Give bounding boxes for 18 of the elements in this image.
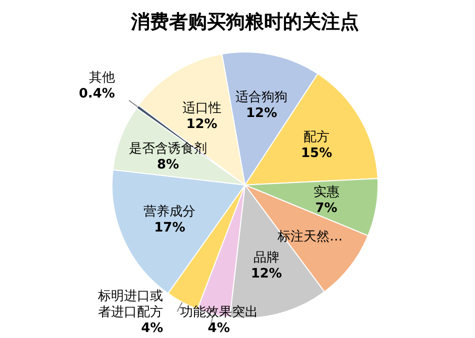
slice-label: 其他 (88, 70, 115, 86)
data-label: 0.4% (78, 86, 115, 102)
slice-label: 标明进口或者进口配方 (97, 289, 164, 320)
data-label: 7% (315, 201, 338, 216)
data-label: 4% (141, 321, 164, 336)
data-label: 4% (208, 321, 230, 336)
data-label: 17% (154, 220, 186, 236)
slice-label: 适合狗狗 (236, 90, 288, 106)
slice-label: 品牌 (253, 250, 280, 266)
slice-label: 实惠 (313, 185, 340, 200)
data-label: 15% (300, 146, 332, 162)
slice-label: 功能效果突出 (180, 305, 258, 320)
slice-label: 营养成分 (144, 204, 196, 220)
slice-label: 配方 (304, 129, 330, 146)
data-label: 12% (250, 266, 282, 282)
slice-label: 标注天然… (276, 230, 343, 245)
chart-title: 消费者购买狗粮时的关注点 (130, 11, 359, 33)
data-label: 12% (246, 106, 278, 122)
